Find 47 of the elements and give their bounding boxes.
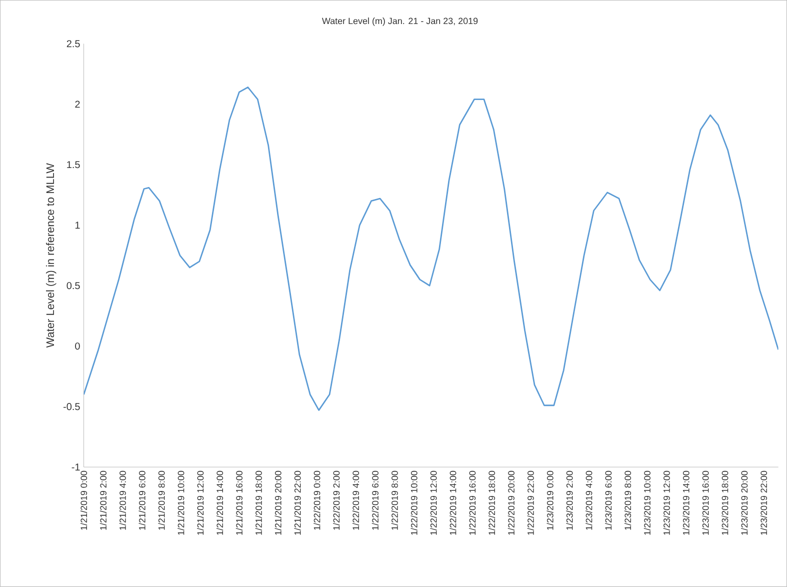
x-tick-label: 1/23/2019 2:00 (566, 471, 573, 530)
x-tick-label: 1/21/2019 8:00 (158, 471, 165, 530)
x-tick-label: 1/22/2019 22:00 (527, 471, 534, 535)
x-tick-label: 1/23/2019 4:00 (586, 471, 592, 530)
x-tick-label: 1/23/2019 12:00 (663, 471, 670, 535)
chart-title: Water Level (m) Jan. 21 - Jan 23, 2019 (322, 18, 478, 26)
x-tick-label: 1/23/2019 20:00 (741, 471, 748, 535)
x-tick-label: 1/23/2019 8:00 (624, 471, 632, 530)
y-tick-label: -1 (72, 464, 80, 471)
x-tick-label: 1/21/2019 18:00 (255, 471, 262, 535)
x-tick-label: 1/21/2019 20:00 (274, 471, 282, 535)
x-tick-label: 1/21/2019 6:00 (138, 471, 146, 530)
x-tick-label: 1/22/2019 4:00 (352, 471, 360, 530)
x-tick-label: 1/21/2019 12:00 (197, 471, 204, 535)
y-axis-title: Water Level (m) in reference to MLLW (46, 163, 56, 348)
line-series (84, 86, 778, 411)
x-tick-label: 1/22/2019 8:00 (391, 471, 398, 530)
y-tick-label: 1.5 (67, 161, 80, 168)
y-tick-label: 0.5 (66, 282, 80, 290)
x-tick-label: 1/22/2019 6:00 (372, 471, 378, 530)
x-tick-label: 1/23/2019 6:00 (605, 471, 612, 530)
x-tick-label: 1/22/2019 14:00 (450, 471, 456, 535)
x-tick-label: 1/22/2019 0:00 (314, 471, 320, 530)
x-tick-label: 1/21/2019 22:00 (294, 471, 301, 535)
x-tick-label: 1/22/2019 2:00 (333, 471, 340, 530)
y-tick-label: 0 (75, 342, 80, 350)
y-tick-label: 2 (75, 100, 80, 108)
x-tick-label: 1/21/2019 0:00 (80, 471, 88, 530)
x-tick-label: 1/22/2019 18:00 (488, 471, 496, 535)
x-tick-label: 1/21/2019 16:00 (236, 471, 242, 535)
x-tick-label: 1/22/2019 12:00 (430, 471, 437, 535)
y-tick-label: 1 (75, 222, 80, 229)
x-tick-label: 1/21/2019 2:00 (100, 471, 106, 530)
x-tick-label: 1/21/2019 10:00 (178, 471, 184, 535)
y-tick-label: 2.5 (66, 40, 80, 48)
x-tick-label: 1/23/2019 22:00 (760, 471, 768, 535)
x-tick-label: 1/21/2019 14:00 (216, 471, 224, 535)
x-tick-label: 1/23/2019 0:00 (546, 471, 554, 530)
x-tick-label: 1/21/2019 4:00 (119, 471, 126, 530)
x-tick-label: 1/22/2019 20:00 (508, 471, 514, 535)
x-tick-label: 1/23/2019 16:00 (702, 471, 709, 535)
x-tick-label: 1/23/2019 18:00 (722, 471, 728, 535)
x-tick-label: 1/22/2019 16:00 (469, 471, 476, 535)
x-tick-label: 1/22/2019 10:00 (410, 471, 418, 535)
x-tick-label: 1/23/2019 10:00 (644, 471, 650, 535)
y-tick-label: -0.5 (64, 403, 80, 410)
x-tick-label: 1/23/2019 14:00 (682, 471, 690, 535)
